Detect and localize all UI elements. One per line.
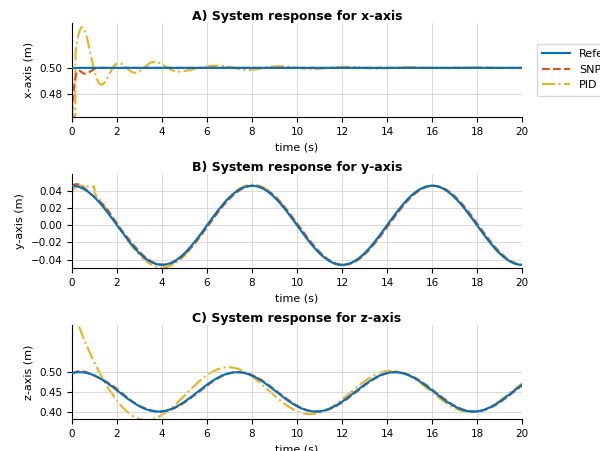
Legend: Reference, SNPD, PID: Reference, SNPD, PID: [536, 44, 600, 96]
X-axis label: time (s): time (s): [275, 143, 319, 152]
Title: C) System response for z-axis: C) System response for z-axis: [193, 312, 401, 325]
Y-axis label: x-axis (m): x-axis (m): [23, 42, 34, 98]
Title: B) System response for y-axis: B) System response for y-axis: [192, 161, 402, 174]
X-axis label: time (s): time (s): [275, 294, 319, 304]
Y-axis label: z-axis (m): z-axis (m): [23, 345, 34, 400]
X-axis label: time (s): time (s): [275, 445, 319, 451]
Title: A) System response for x-axis: A) System response for x-axis: [192, 9, 402, 23]
Y-axis label: y-axis (m): y-axis (m): [15, 193, 25, 249]
